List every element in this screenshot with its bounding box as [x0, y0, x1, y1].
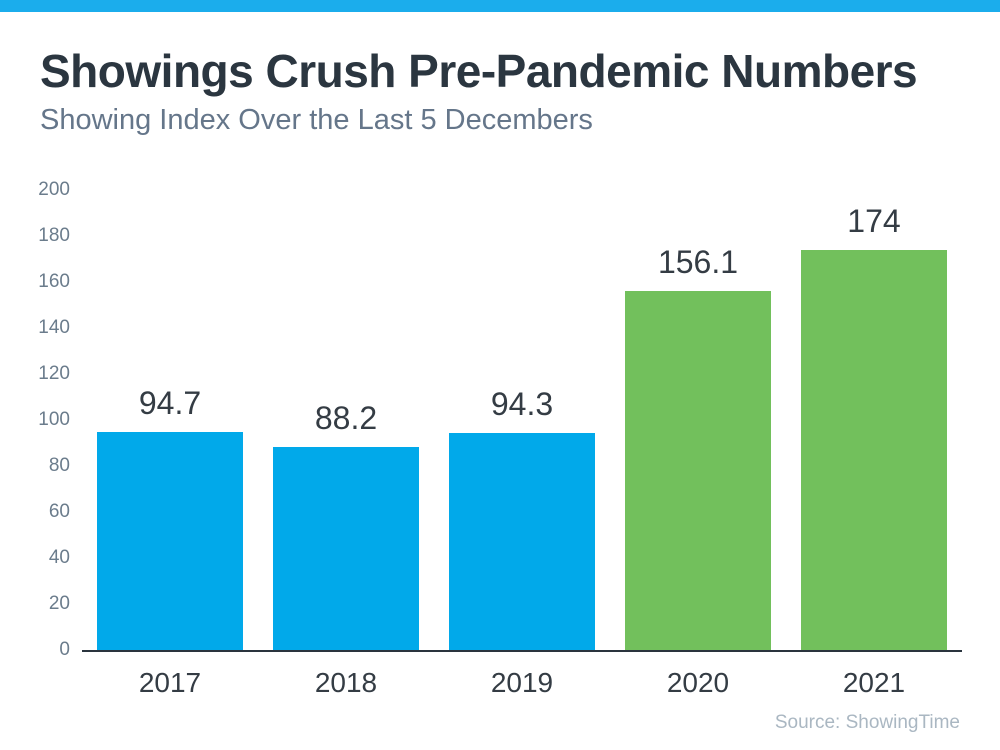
x-axis-line	[82, 650, 962, 652]
x-axis-category-label: 2018	[314, 667, 378, 698]
top-accent-bar	[0, 0, 1000, 12]
bar-value-label: 88.2	[314, 400, 378, 437]
x-axis-category-label: 2020	[666, 667, 730, 698]
y-axis-tick-label: 80	[48, 455, 70, 476]
bar-2018	[273, 447, 419, 650]
bar-value-label: 94.7	[138, 385, 202, 422]
chart-subtitle: Showing Index Over the Last 5 Decembers	[40, 104, 593, 136]
y-axis-tick-label: 180	[38, 225, 70, 246]
y-axis-tick-label: 200	[38, 179, 70, 200]
bar-value-label: 156.1	[657, 243, 739, 280]
chart-title: Showings Crush Pre-Pandemic Numbers	[40, 45, 918, 97]
y-axis-tick-label: 140	[38, 317, 70, 338]
bar-value-label: 94.3	[490, 386, 554, 423]
x-axis-category-label: 2017	[138, 667, 202, 698]
y-axis-tick-label: 120	[38, 363, 70, 384]
bar-2017	[97, 432, 243, 650]
y-axis-tick-label: 20	[48, 593, 70, 614]
bar-2019	[449, 433, 595, 650]
x-axis-category-label: 2019	[490, 667, 554, 698]
x-axis-category-label: 2021	[842, 667, 906, 698]
y-axis-tick-label: 160	[38, 271, 70, 292]
bar-value-label: 174	[847, 202, 901, 239]
y-axis-tick-label: 0	[59, 639, 70, 660]
y-axis-tick-label: 100	[38, 409, 70, 430]
bar-2020	[625, 290, 771, 650]
source-credit: Source: ShowingTime	[774, 712, 960, 733]
y-axis-tick-label: 40	[48, 547, 70, 568]
bar-2021	[801, 249, 947, 650]
y-axis-tick-label: 60	[48, 501, 70, 522]
